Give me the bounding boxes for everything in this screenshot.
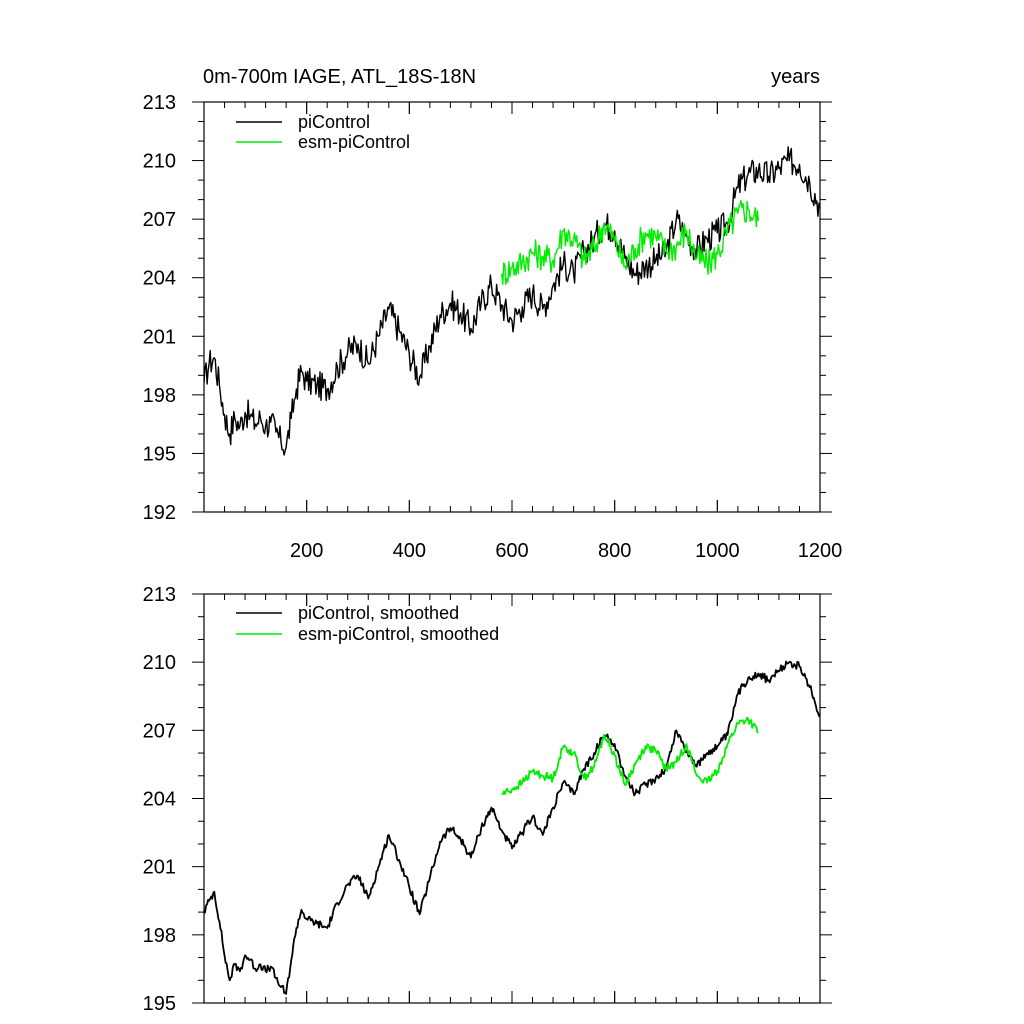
top-panel: 0m-700m IAGE, ATL_18S-18N years 200 400 60… bbox=[143, 66, 843, 562]
legend-label: esm-piControl bbox=[298, 132, 410, 152]
y-tick-label: 213 bbox=[143, 584, 176, 606]
y-tick-label: 198 bbox=[143, 385, 176, 407]
legend-label: esm-piControl, smoothed bbox=[298, 624, 499, 644]
series-line-esm-picontrol bbox=[501, 199, 760, 286]
bottom-panel: 195 198 201 204 207 210 213 piControl, smoothed… bbox=[143, 584, 832, 1015]
y-tick-label: 207 bbox=[143, 209, 176, 231]
legend-label: piControl bbox=[298, 112, 370, 132]
y-tick-label: 213 bbox=[143, 92, 176, 114]
x-tick-label: 600 bbox=[495, 540, 528, 562]
plot-frame bbox=[203, 101, 821, 513]
series-line-picontrol-smoothed bbox=[204, 660, 820, 995]
y-tick-label: 195 bbox=[143, 993, 176, 1015]
y-tick-label: 201 bbox=[143, 326, 176, 348]
y-tick-label: 207 bbox=[143, 720, 176, 742]
y-tick-label: 210 bbox=[143, 151, 176, 173]
x-tick-label: 200 bbox=[290, 540, 323, 562]
y-tick-label: 201 bbox=[143, 857, 176, 879]
y-tick-label: 204 bbox=[143, 789, 176, 811]
x-tick-label: 800 bbox=[598, 540, 631, 562]
x-tick-label: 1200 bbox=[798, 540, 843, 562]
y-tick-label: 195 bbox=[143, 443, 176, 465]
plot-frame bbox=[203, 593, 821, 1004]
panel-title-units: years bbox=[771, 66, 820, 88]
panel-title: 0m-700m IAGE, ATL_18S-18N bbox=[203, 66, 476, 88]
series-line-picontrol bbox=[204, 146, 820, 456]
y-tick-label: 192 bbox=[143, 502, 176, 524]
x-tick-label: 1000 bbox=[695, 540, 740, 562]
series-line-esm-picontrol-smoothed bbox=[501, 716, 759, 796]
legend-label: piControl, smoothed bbox=[298, 603, 459, 623]
y-tick-label: 204 bbox=[143, 268, 176, 290]
y-tick-label: 210 bbox=[143, 652, 176, 674]
x-tick-label: 400 bbox=[393, 540, 426, 562]
y-tick-label: 198 bbox=[143, 925, 176, 947]
